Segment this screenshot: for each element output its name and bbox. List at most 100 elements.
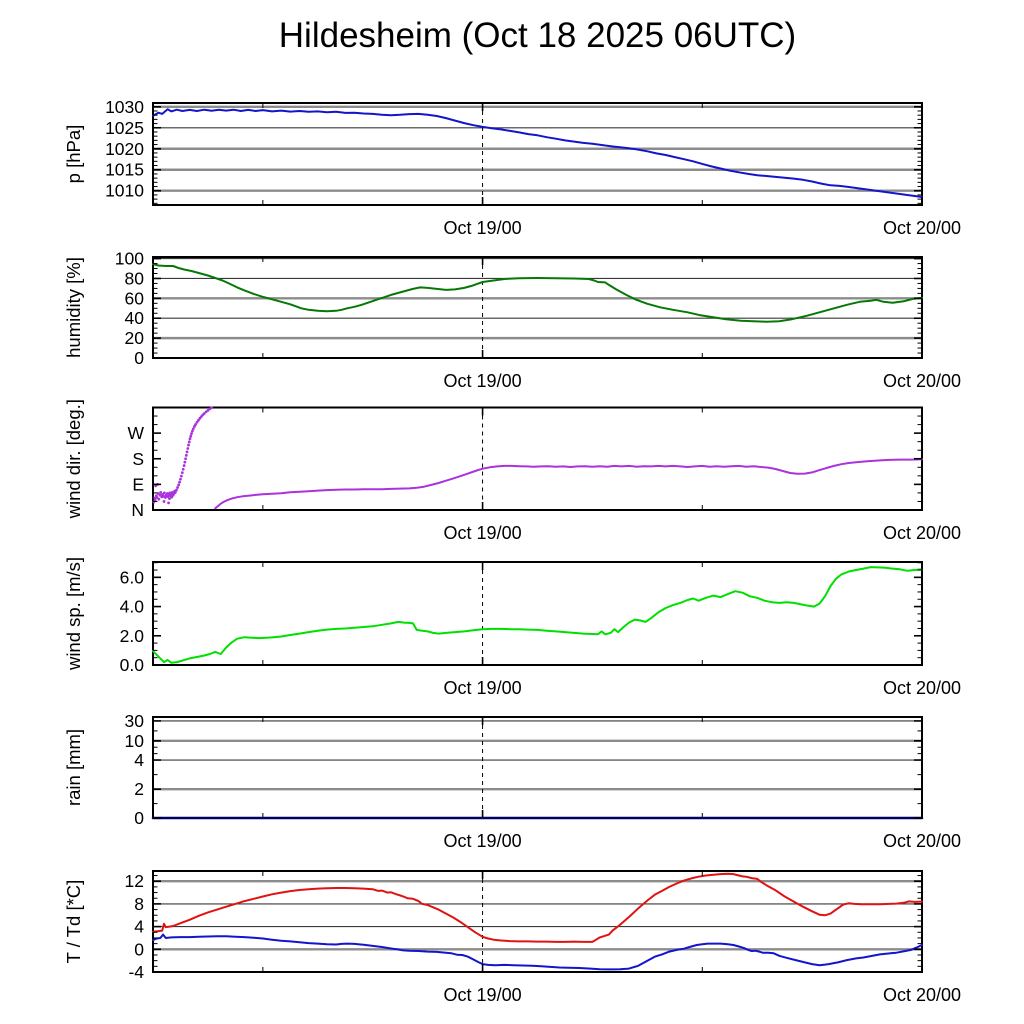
y-tick-label: 0	[134, 808, 144, 828]
y-tick-label: 2	[134, 779, 144, 799]
y-tick-label: 4.0	[120, 597, 145, 617]
wind-direction-scatter-point	[176, 486, 179, 489]
panel-frame	[152, 102, 923, 206]
wind-direction-scatter-point	[185, 450, 189, 454]
temperature-series	[152, 872, 923, 943]
y-tick-label: 80	[125, 268, 145, 288]
y-axis-title-rain: rain [mm]	[63, 729, 84, 806]
x-tick-label: Oct 20/00	[883, 985, 961, 1005]
y-tick-label: 40	[125, 308, 145, 328]
x-tick-label: Oct 19/00	[444, 218, 522, 238]
x-tick-label: Oct 19/00	[444, 523, 522, 543]
x-tick-label: Oct 20/00	[883, 678, 961, 698]
wind-direction-scatter-point	[157, 497, 161, 501]
wind-direction-scatter-point	[155, 496, 159, 499]
wind-direction-scatter-point	[167, 501, 170, 505]
x-tick-label: Oct 20/00	[883, 831, 961, 851]
y-tick-label: N	[131, 500, 144, 520]
wind-direction-scatter-point	[187, 443, 190, 447]
y-axis-title-humidity: humidity [%]	[63, 257, 84, 358]
y-tick-label: 1020	[105, 139, 144, 159]
y-tick-label: S	[132, 449, 144, 469]
wind-direction-scatter-point	[162, 500, 166, 503]
wind-direction-scatter-point	[194, 423, 197, 426]
y-tick-label: -4	[128, 962, 144, 982]
y-tick-label: 2.0	[120, 626, 145, 646]
wind-direction-scatter-point	[153, 498, 157, 502]
wind-direction-scatter-point	[164, 496, 167, 499]
panel-frame	[152, 716, 923, 819]
wind-speed-series	[152, 566, 923, 664]
y-tick-label: E	[132, 474, 144, 494]
panel-frame	[152, 870, 923, 973]
wind-direction-scatter-point	[175, 488, 178, 492]
wind-direction-scatter-point	[170, 495, 174, 499]
wind-direction-scatter-point	[178, 480, 181, 484]
wind-direction-scatter-point	[181, 467, 185, 471]
y-tick-label: 1015	[105, 160, 144, 180]
y-axis-title-wind_speed: wind sp. [m/s]	[63, 557, 84, 671]
wind-direction-scatter-point	[187, 440, 191, 444]
panel-temperature: Oct 19/00 Oct 20/00 -4 04 8 12 T / Td [*C]	[63, 870, 961, 1005]
wind-direction-scatter-point	[190, 432, 193, 436]
wind-direction-scatter-point	[184, 453, 188, 457]
y-tick-label: 10	[125, 731, 145, 751]
x-tick-label: Oct 19/00	[444, 831, 522, 851]
panel-frame	[152, 561, 923, 666]
wind-direction-series	[214, 458, 923, 510]
wind-direction-scatter-point	[168, 497, 171, 501]
y-tick-label: W	[127, 423, 144, 443]
y-tick-label: 4	[134, 750, 144, 770]
wind-direction-scatter-point	[210, 406, 213, 410]
wind-direction-scatter-point	[183, 460, 187, 464]
panel-wind_speed: Oct 19/00 Oct 20/00 0.0 2.0 4.0 6.0 wind sp. […	[63, 557, 961, 698]
wind-direction-scatter-point	[188, 437, 192, 441]
wind-direction-scatter-point	[158, 493, 162, 497]
wind-direction-scatter-point	[179, 474, 183, 478]
wind-direction-scatter-point	[190, 429, 194, 433]
wind-direction-scatter-point	[189, 434, 193, 438]
y-tick-label: 1025	[105, 118, 144, 138]
wind-direction-scatter-point	[182, 464, 186, 467]
humidity-series	[152, 263, 923, 323]
y-tick-label: 100	[115, 249, 144, 269]
y-tick-label: 30	[125, 711, 145, 731]
wind-direction-scatter-point	[159, 490, 163, 494]
y-tick-label: 0	[134, 939, 144, 959]
x-tick-label: Oct 20/00	[883, 523, 961, 543]
wind-direction-scatter-point	[177, 483, 181, 487]
y-tick-label: 0.0	[120, 655, 145, 675]
wind-direction-scatter-point	[195, 420, 199, 424]
y-tick-label: 1030	[105, 97, 144, 117]
y-axis-title-wind_direction: wind dir. [deg.]	[63, 399, 84, 519]
chart-title: Hildesheim (Oct 18 2025 06UTC)	[278, 16, 797, 55]
wind-direction-scatter-point	[191, 427, 195, 431]
x-tick-label: Oct 20/00	[883, 218, 961, 238]
wind-direction-scatter-point	[179, 477, 182, 481]
y-tick-label: 4	[134, 917, 144, 937]
wind-direction-scatter-point	[180, 471, 184, 475]
y-tick-label: 20	[125, 328, 145, 348]
y-tick-label: 0	[134, 348, 144, 368]
wind-direction-scatter-point	[186, 447, 190, 450]
wind-direction-scatter-point	[162, 491, 166, 495]
y-tick-label: 60	[125, 288, 145, 308]
x-tick-label: Oct 19/00	[444, 985, 522, 1005]
dewpoint-series	[152, 933, 923, 971]
y-tick-label: 1010	[105, 181, 144, 201]
x-tick-label: Oct 19/00	[444, 371, 522, 391]
y-axis-title-pressure: p [hPa]	[63, 125, 84, 184]
wind-direction-scatter-point	[202, 412, 206, 415]
panel-frame	[152, 256, 923, 359]
x-tick-label: Oct 19/00	[444, 678, 522, 698]
y-tick-label: 12	[125, 871, 144, 891]
y-tick-label: 8	[134, 894, 144, 914]
wind-direction-scatter-point	[184, 457, 187, 461]
y-tick-label: 6.0	[120, 567, 145, 587]
